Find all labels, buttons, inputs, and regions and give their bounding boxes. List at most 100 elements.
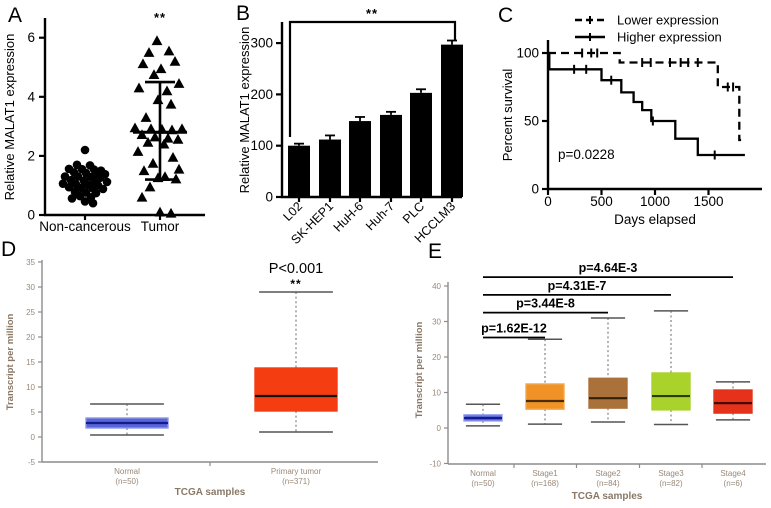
y-tick-label: 20	[26, 333, 35, 342]
data-point-triangle	[144, 181, 156, 192]
y-tick-label: 100	[516, 46, 539, 61]
x-category-sublabel: (n=50)	[471, 479, 495, 488]
comparison-p-value: p=1.62E-12	[481, 321, 547, 335]
y-axis-title: Relative MALAT1 expression	[2, 34, 17, 201]
comparison-p-value: p=3.44E-8	[516, 297, 575, 311]
bar	[288, 145, 310, 197]
x-category-label: Stage4	[720, 469, 746, 478]
y-tick-label: 25	[26, 308, 35, 317]
data-point-triangle	[173, 163, 185, 174]
x-category-label: PLC	[400, 199, 427, 226]
legend-label: Lower expression	[617, 13, 719, 28]
x-category-sublabel: (n=168)	[531, 479, 559, 488]
data-point-triangle	[145, 123, 157, 134]
x-category-label: Huh-7	[363, 199, 397, 233]
bar	[441, 44, 463, 198]
y-axis-title: Transcript per million	[5, 314, 16, 411]
survival-curve-lower	[548, 51, 742, 142]
p-value-annotation: P<0.001	[269, 261, 323, 277]
bar	[319, 139, 341, 197]
data-point-triangle	[149, 131, 161, 142]
data-point-triangle	[142, 136, 154, 147]
comparison-p-value: p=4.31E-7	[548, 279, 607, 293]
comparison-p-value: p=4.64E-3	[579, 261, 638, 275]
data-point-triangle	[161, 85, 173, 96]
x-category-label: HuH-6	[331, 199, 366, 234]
y-tick-label: 0	[31, 433, 36, 442]
data-point-triangle	[136, 191, 148, 202]
data-point-triangle	[132, 146, 144, 156]
x-category-label: L02	[280, 199, 305, 224]
x-category-label: Non-cancerous	[39, 219, 131, 234]
y-tick-label: 300	[250, 36, 273, 51]
significance-stars: **	[290, 277, 301, 291]
data-point-triangle	[172, 133, 184, 144]
data-point-triangle	[162, 132, 174, 143]
x-tick-label: 500	[590, 194, 613, 209]
x-category-label: Tumor	[141, 219, 180, 234]
y-tick-label: 35	[26, 258, 35, 267]
y-tick-label: 20	[432, 353, 441, 362]
data-point-triangle	[148, 69, 160, 80]
y-tick-label: 30	[432, 318, 441, 327]
x-tick-label: 1000	[640, 194, 670, 209]
box	[588, 377, 628, 409]
y-tick-label: 4	[27, 89, 35, 104]
x-axis-title: TCGA samples	[572, 491, 643, 502]
data-point-triangle	[140, 112, 152, 122]
survival-curve-higher	[548, 51, 745, 157]
panel-label-b: B	[236, 2, 251, 25]
data-point-triangle	[176, 123, 188, 134]
y-tick-label: 100	[250, 138, 273, 153]
data-point-triangle	[154, 206, 166, 217]
x-category-sublabel: (n=82)	[659, 479, 683, 488]
data-point-triangle	[165, 207, 177, 218]
panel-label-d: D	[1, 238, 17, 261]
data-point-triangle	[151, 35, 163, 46]
data-point-triangle	[167, 151, 179, 162]
x-axis-title: TCGA samples	[175, 487, 246, 498]
x-category-label: Primary tumor	[271, 467, 322, 476]
panel-label-a: A	[8, 4, 23, 27]
y-tick-label: 5	[31, 408, 36, 417]
y-tick-label: 50	[524, 114, 539, 129]
y-tick-label: 0	[437, 424, 442, 433]
bar	[380, 114, 402, 197]
x-category-label: Normal	[470, 469, 496, 478]
data-point-circle	[88, 198, 98, 208]
x-category-label: Stage2	[595, 469, 621, 478]
box	[254, 367, 338, 412]
p-value-annotation: p=0.0228	[558, 147, 615, 162]
data-point-triangle	[138, 165, 150, 176]
y-tick-label: 0	[27, 208, 35, 223]
data-point-triangle	[170, 173, 182, 184]
y-tick-label: 2	[27, 148, 35, 163]
data-point-triangle	[169, 55, 181, 66]
x-category-label: Normal	[114, 467, 140, 476]
bar	[410, 92, 432, 197]
data-point-circle	[73, 172, 83, 181]
y-tick-label: -10	[429, 460, 441, 469]
significance-stars: **	[366, 6, 378, 21]
data-point-circle	[80, 197, 90, 206]
panel-d-box-plot: -5 0 5 10 15 20 25 30 35 Transcript per million TC…	[5, 258, 378, 498]
panel-e-box-plot: -10 0 10 20 30 40 Transcript per million TCGA s…	[414, 261, 766, 502]
data-point-triangle	[147, 157, 159, 168]
data-point-triangle	[137, 58, 149, 69]
y-tick-label: 10	[432, 389, 441, 398]
data-point-circle	[64, 182, 74, 192]
x-category-label: Stage1	[532, 469, 558, 478]
x-tick-label: 0	[544, 194, 552, 209]
panel-a-dot-plot: 0 2 4 6 Non-cancerous Tumor Relative MALAT1 ex…	[2, 10, 205, 234]
data-point-triangle	[173, 78, 185, 88]
x-category-sublabel: (n=6)	[724, 479, 743, 488]
data-point-triangle	[163, 45, 175, 56]
y-axis-title: Transcript per million	[414, 322, 425, 419]
x-category-sublabel: (n=371)	[282, 477, 310, 486]
data-point-circle	[80, 145, 90, 155]
x-category-sublabel: (n=50)	[115, 477, 139, 486]
data-point-circle	[67, 194, 77, 203]
x-category-sublabel: (n=84)	[596, 479, 620, 488]
data-point-triangle	[136, 129, 148, 140]
